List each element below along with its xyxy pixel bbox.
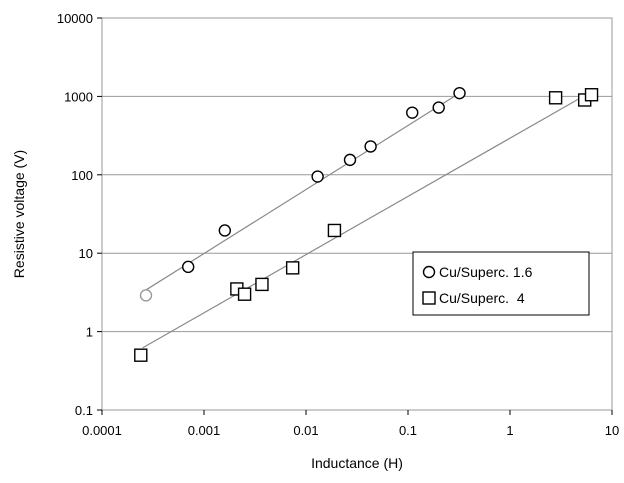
data-markers xyxy=(134,86,599,362)
plot-area-frame xyxy=(101,17,613,411)
x-tick-label: 0.001 xyxy=(188,423,221,438)
x-tick-label: 0.01 xyxy=(293,423,318,438)
square-point xyxy=(134,348,148,362)
x-tick-label: 1 xyxy=(506,423,513,438)
circle-point xyxy=(364,140,377,153)
square-point xyxy=(327,223,342,238)
legend-square-marker xyxy=(422,291,436,305)
y-tick-label: 1 xyxy=(86,325,93,340)
square-point xyxy=(237,287,252,301)
circle-point xyxy=(311,170,324,183)
legend-label-series-2: Cu/Superc. 4 xyxy=(439,290,525,306)
circle-point xyxy=(343,153,357,167)
y-tick-label: 10 xyxy=(79,246,93,261)
legend-label-series-1: Cu/Superc. 1.6 xyxy=(439,264,533,280)
square-point xyxy=(584,88,599,102)
circle-point xyxy=(218,224,232,237)
y-tick-label: 100 xyxy=(71,168,93,183)
y-tick-label: 10000 xyxy=(57,11,93,26)
y-axis-label: Resistive voltage (V) xyxy=(11,150,27,278)
square-point xyxy=(285,261,300,275)
circle-point xyxy=(181,260,195,274)
y-axis-ticks: 0.1 1 10 100 1000 10000 xyxy=(57,11,102,418)
x-tick-label: 10 xyxy=(605,423,619,438)
circle-point xyxy=(432,101,445,114)
legend-box xyxy=(412,251,590,316)
circle-point xyxy=(406,106,419,119)
square-point xyxy=(548,91,563,105)
square-point xyxy=(255,277,269,292)
y-tick-label: 0.1 xyxy=(75,403,93,418)
trendline-series-1 xyxy=(145,92,460,291)
circle-point xyxy=(453,86,466,100)
x-axis-ticks: 0.0001 0.001 0.01 0.1 1 10 xyxy=(82,410,619,438)
trendline-series-2 xyxy=(142,91,592,349)
legend-circle-marker xyxy=(422,265,436,279)
horizontal-gridlines xyxy=(102,17,612,411)
x-tick-label: 0.1 xyxy=(399,423,417,438)
legend: Cu/Superc. 1.6 Cu/Superc. 4 xyxy=(412,251,590,316)
trendlines xyxy=(142,91,592,349)
circle-point xyxy=(139,289,153,302)
x-axis-label: Inductance (H) xyxy=(311,455,403,471)
x-tick-label: 0.0001 xyxy=(82,423,122,438)
y-tick-label: 1000 xyxy=(64,89,93,104)
